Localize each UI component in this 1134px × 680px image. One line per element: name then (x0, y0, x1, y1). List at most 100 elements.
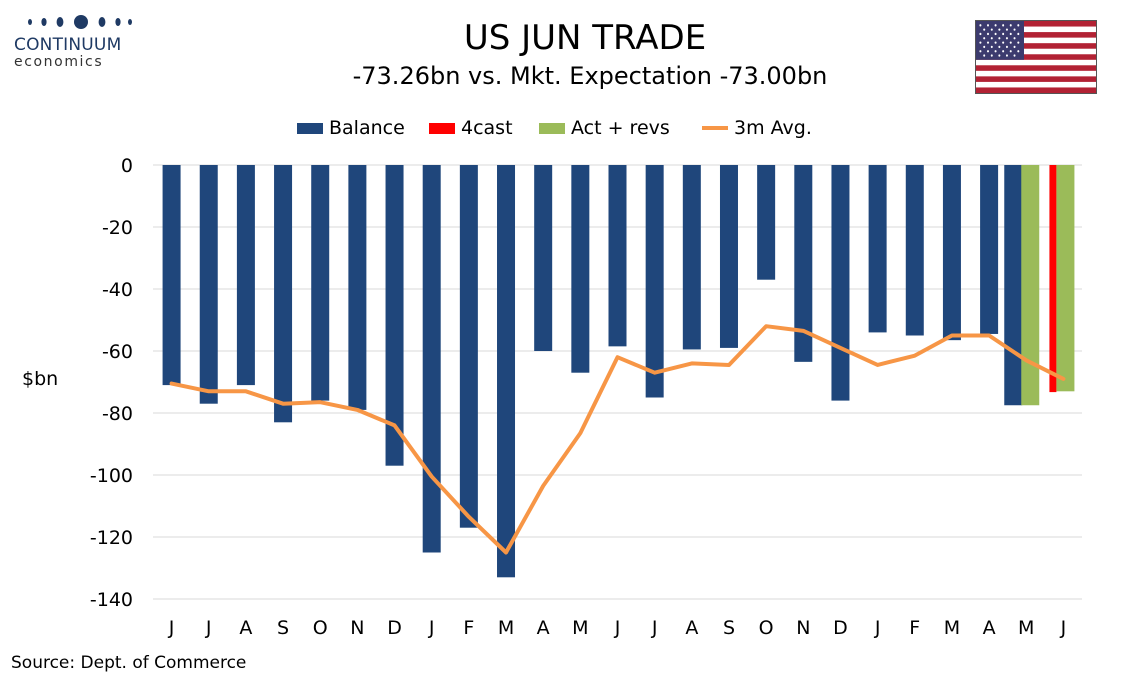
x-tick-label: A (537, 617, 550, 639)
x-tick-label: M (944, 617, 960, 639)
point-3m-avg (1061, 377, 1065, 381)
chart-title: US JUN TRADE (463, 18, 707, 58)
x-tick-label: J (428, 617, 435, 639)
legend-item-act-revs: Act + revs (539, 116, 670, 140)
us-flag-icon (975, 20, 1097, 94)
chart-legend: Balance 4cast Act + revs 3m Avg. (0, 116, 1134, 140)
point-3m-avg (690, 361, 694, 365)
x-tick-label: F (909, 617, 920, 639)
bar-balance (236, 165, 255, 386)
bar-balance (757, 165, 776, 280)
bar-balance (645, 165, 664, 398)
bar-balance (274, 165, 293, 423)
point-3m-avg (467, 515, 471, 519)
y-tick-label: 0 (121, 155, 133, 177)
point-3m-avg (950, 334, 954, 337)
x-tick-label: M (498, 617, 514, 639)
x-tick-label: J (1060, 617, 1067, 639)
x-tick-label: O (313, 617, 328, 639)
logo-dots-icon (28, 15, 132, 29)
y-tick-label: -100 (90, 465, 133, 487)
point-3m-avg (355, 408, 359, 412)
point-3m-avg (1024, 358, 1028, 362)
legend-item-4cast: 4cast (429, 116, 513, 140)
bar-balance (1004, 165, 1023, 406)
point-3m-avg (541, 484, 545, 488)
point-3m-avg (393, 423, 397, 427)
bar-4cast (1049, 165, 1057, 393)
point-3m-avg (281, 402, 285, 406)
point-3m-avg (616, 355, 619, 359)
chart-subtitle: -73.26bn vs. Mkt. Expectation -73.00bn (352, 62, 828, 90)
point-3m-avg (207, 389, 211, 393)
legend-item-balance: Balance (297, 116, 405, 140)
bar-balance (162, 165, 181, 386)
point-3m-avg (987, 334, 991, 337)
legend-swatch-balance (297, 122, 323, 134)
bar-balance (385, 165, 404, 466)
legend-label-3m-avg: 3m Avg. (734, 117, 812, 139)
x-tick-label: A (239, 617, 252, 639)
series-line-3m-avg (169, 324, 1066, 555)
y-tick-label: -20 (102, 217, 133, 239)
x-tick-label: N (350, 617, 364, 639)
point-3m-avg (244, 389, 248, 393)
x-tick-label: N (796, 617, 810, 639)
point-3m-avg (876, 363, 880, 367)
y-tick-label: -60 (102, 341, 133, 363)
point-3m-avg (430, 475, 434, 479)
bar-balance (422, 165, 441, 553)
bar-balance (608, 165, 627, 347)
y-tick-label: -120 (90, 527, 133, 549)
x-tick-label: J (874, 617, 881, 639)
x-tick-label: J (205, 617, 212, 639)
x-tick-label: S (277, 617, 289, 639)
bar-act-revs (1021, 165, 1040, 406)
point-3m-avg (578, 431, 582, 435)
bar-balance (980, 165, 999, 334)
logo-name: CONTINUUM (14, 35, 122, 55)
point-3m-avg (653, 371, 657, 375)
bar-balance (534, 165, 553, 351)
x-tick-label: J (614, 617, 621, 639)
x-tick-label: M (1018, 617, 1034, 639)
legend-label-act-revs: Act + revs (571, 117, 670, 139)
bar-balance (571, 165, 590, 373)
bar-balance (682, 165, 701, 350)
x-tick-label: A (685, 617, 698, 639)
bar-balance (719, 165, 738, 348)
bar-balance (794, 165, 813, 362)
y-tick-label: -40 (102, 279, 133, 301)
x-tick-label: S (723, 617, 735, 639)
x-tick-label: O (759, 617, 774, 639)
legend-swatch-3m-avg (702, 126, 728, 130)
point-3m-avg (838, 346, 842, 350)
x-tick-label: D (833, 617, 848, 639)
point-3m-avg (801, 329, 805, 333)
y-axis-label: $bn (22, 368, 59, 390)
y-tick-label: -80 (102, 403, 133, 425)
x-tick-label: A (983, 617, 996, 639)
legend-swatch-4cast (429, 122, 455, 134)
bar-balance (905, 165, 924, 336)
legend-label-balance: Balance (329, 117, 405, 139)
bar-balance (868, 165, 887, 333)
bar-balance (199, 165, 218, 404)
continuum-logo: CONTINUUM economics (14, 14, 134, 70)
source-note: Source: Dept. of Commerce (11, 653, 247, 673)
legend-item-3m-avg: 3m Avg. (702, 116, 812, 140)
bar-balance (459, 165, 478, 528)
point-3m-avg (727, 363, 731, 367)
bar-balance (831, 165, 850, 401)
bar-balance (311, 165, 330, 401)
point-3m-avg (170, 382, 174, 386)
bar-balance (497, 165, 516, 578)
x-tick-label: D (387, 617, 402, 639)
legend-label-4cast: 4cast (461, 117, 513, 139)
bar-act-revs (1056, 165, 1075, 392)
legend-swatch-act-revs (539, 122, 565, 134)
bar-balance (942, 165, 961, 341)
logo-subname: economics (14, 54, 104, 70)
x-tick-label: F (463, 617, 474, 639)
